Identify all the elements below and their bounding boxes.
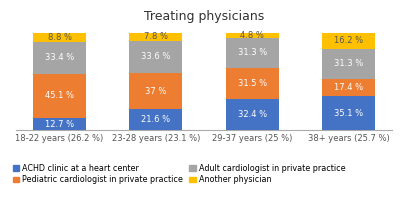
Text: 31.3 %: 31.3 % <box>238 48 267 57</box>
Bar <box>33 33 86 42</box>
Text: 7.8 %: 7.8 % <box>144 32 168 41</box>
Text: 12.7 %: 12.7 % <box>45 119 74 129</box>
Text: 21.6 %: 21.6 % <box>141 115 170 124</box>
Text: 33.4 %: 33.4 % <box>45 53 74 62</box>
Bar <box>129 73 182 109</box>
Bar <box>226 99 279 130</box>
Bar <box>33 118 86 130</box>
Text: 33.6 %: 33.6 % <box>141 52 170 61</box>
Text: 31.5 %: 31.5 % <box>238 79 267 88</box>
Bar <box>129 109 182 130</box>
Bar <box>322 96 375 130</box>
Bar <box>129 41 182 73</box>
Bar <box>33 74 86 118</box>
Text: 4.8 %: 4.8 % <box>240 31 264 40</box>
Bar <box>226 33 279 38</box>
Bar <box>322 79 375 96</box>
Text: 8.8 %: 8.8 % <box>48 33 72 42</box>
Text: 31.3 %: 31.3 % <box>334 59 363 68</box>
Bar <box>33 42 86 74</box>
Text: 17.4 %: 17.4 % <box>334 83 363 92</box>
Bar <box>226 68 279 99</box>
Text: 37 %: 37 % <box>145 87 166 96</box>
Bar <box>322 33 375 49</box>
Text: 45.1 %: 45.1 % <box>45 91 74 100</box>
Legend: ACHD clinic at a heart center, Pediatric cardiologist in private practice, Adult: ACHD clinic at a heart center, Pediatric… <box>12 164 346 184</box>
Bar <box>129 33 182 41</box>
Bar <box>322 49 375 79</box>
Text: 32.4 %: 32.4 % <box>238 110 267 119</box>
Bar <box>226 38 279 68</box>
Title: Treating physicians: Treating physicians <box>144 10 264 23</box>
Text: 35.1 %: 35.1 % <box>334 109 363 118</box>
Text: 16.2 %: 16.2 % <box>334 36 363 45</box>
